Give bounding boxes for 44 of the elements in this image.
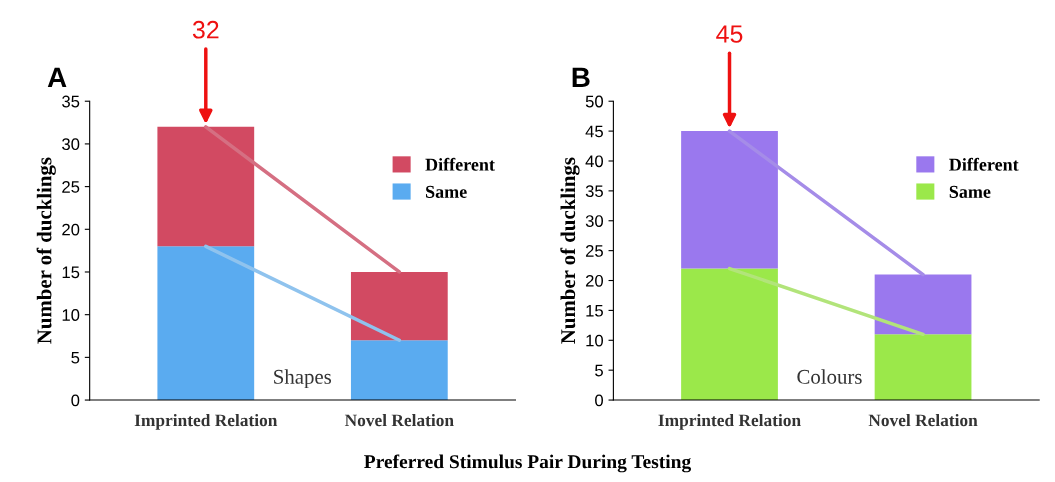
bar [157,126,255,247]
legend-label: Different [425,157,495,171]
y-tick-label: 45 [585,125,603,138]
bar [157,246,255,401]
y-tick-label: 10 [62,309,80,321]
y-tick-label: 50 [585,95,604,108]
chart-title: B [572,67,590,87]
x-tick-label: Imprinted Relation [134,413,278,430]
annotation: Shapes [274,369,332,389]
y-tick-label: 35 [62,95,80,108]
y-tick-label: 0 [595,394,604,407]
y-tick-label: 35 [585,185,603,198]
x-tick-label: Imprinted Relation [658,413,801,430]
annotation: Colours [797,369,862,384]
bar [681,268,778,401]
y-tick-label: 0 [71,394,80,407]
chart-title: A [47,67,67,87]
y-axis-title: Number of ducklings [560,157,580,344]
bar [350,340,448,401]
y-tick-label: 5 [595,364,603,377]
legend-label: Same [949,185,991,198]
y-tick-label: 30 [62,138,80,151]
bar [874,334,972,401]
y-axis-title: Number of ducklings [36,157,56,344]
legend-label: Different [949,157,1019,171]
y-tick-label: 40 [585,155,604,168]
y-tick-label: 25 [62,181,80,193]
y-tick-label: 5 [71,351,80,364]
y-tick-label: 10 [586,334,604,347]
y-tick-label: 15 [62,266,80,279]
y-tick-label: 30 [585,215,604,227]
x-axis-title: Preferred Stimulus Pair During Testing [364,454,691,473]
y-tick-label: 15 [586,304,603,317]
y-tick-label: 20 [585,274,604,287]
annotation: 32 [192,20,219,39]
x-tick-label: Novel Relation [344,413,454,427]
y-tick-label: 20 [62,223,80,236]
y-tick-label: 25 [585,245,603,257]
annotation: 45 [716,25,743,43]
legend-label: Same [426,185,467,198]
x-tick-label: Novel Relation [868,413,978,427]
bar [350,271,448,341]
bar [681,131,778,269]
bar [874,274,972,335]
